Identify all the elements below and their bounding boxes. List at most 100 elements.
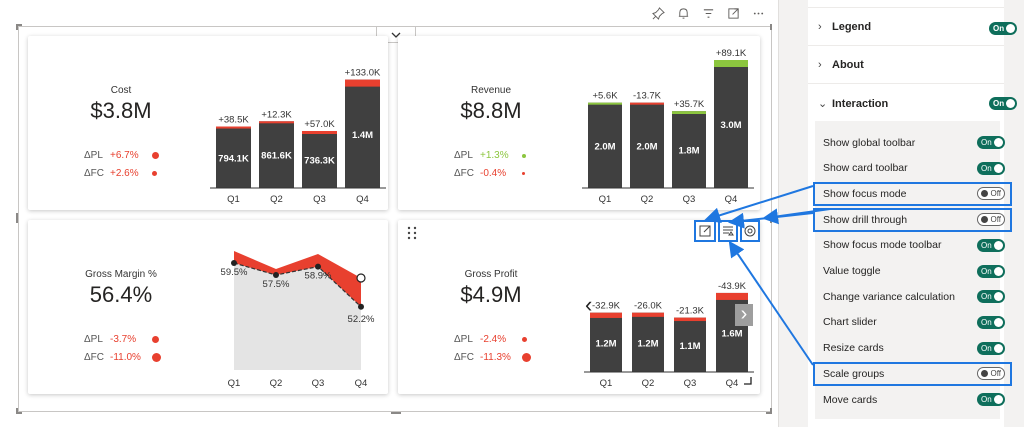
resize-handle[interactable] (766, 412, 772, 414)
value-label: 59.5% (221, 267, 248, 278)
toggle-switch[interactable]: On (977, 264, 1005, 278)
plan-marker (356, 273, 366, 283)
resize-handle[interactable] (770, 213, 772, 223)
chevron-down-icon (391, 32, 401, 38)
variance-label: -13.7K (633, 91, 662, 102)
resize-handle[interactable] (16, 213, 18, 223)
pin-icon[interactable] (650, 5, 667, 22)
variance-label: -43.9K (718, 281, 747, 292)
option-chart-slider[interactable]: Chart slider On (815, 310, 1005, 335)
area-fill (234, 263, 361, 370)
toggle-switch[interactable]: On (989, 97, 1017, 110)
option-value-toggle[interactable]: Value toggle On (815, 259, 1005, 284)
bar (345, 79, 380, 188)
toggle-switch[interactable]: Off (977, 213, 1005, 227)
category-label: Q3 (312, 378, 325, 389)
variance-pl: ΔPL -2.4% (454, 334, 527, 345)
toggle-switch[interactable]: On (977, 238, 1005, 252)
negative-indicator-icon (522, 337, 527, 342)
resize-handle[interactable] (16, 408, 18, 414)
resize-handle[interactable] (391, 412, 401, 414)
toggle-switch[interactable]: On (977, 341, 1005, 355)
negative-indicator-icon (152, 171, 157, 176)
toggle-switch[interactable]: On (977, 393, 1005, 406)
data-point (231, 260, 237, 266)
variance-label: +89.1K (716, 48, 747, 59)
option-move-cards[interactable]: Move cards On (815, 387, 1005, 412)
value-label: 1.4M (352, 130, 373, 141)
bell-icon[interactable] (675, 5, 692, 22)
option-label: Move cards (823, 393, 878, 406)
value-label: 52.2% (348, 314, 375, 325)
toggle-switch[interactable]: On (977, 290, 1005, 304)
resize-corner-icon[interactable] (744, 377, 752, 385)
card-gross-profit[interactable]: Gross Profit $4.9M ΔPL -2.4% ΔFC -11.3% … (398, 220, 760, 394)
section-legend[interactable]: › Legend On (808, 9, 1017, 46)
resize-handle[interactable] (16, 24, 18, 30)
bar (302, 130, 337, 188)
toggle-switch[interactable]: On (977, 161, 1005, 175)
more-icon[interactable] (750, 5, 767, 22)
variance-value: +6.7% (110, 150, 139, 161)
focus-mode-button[interactable] (694, 220, 716, 242)
slider-prev-button[interactable]: ‹ (585, 292, 593, 317)
focus-mode-icon[interactable] (725, 5, 742, 22)
resize-handle[interactable] (770, 408, 772, 414)
visual-header-toolbar (650, 5, 767, 22)
bar (632, 312, 664, 372)
card-gross-margin[interactable]: Gross Margin % 56.4% ΔPL -3.7% ΔFC -11.0… (28, 220, 388, 394)
option-label: Scale groups (823, 367, 885, 380)
resize-handle[interactable] (16, 412, 22, 414)
card-title: Revenue (470, 85, 512, 96)
card-title: Cost (110, 85, 132, 96)
card-cost[interactable]: Cost $3.8M ΔPL +6.7% ΔFC +2.6% +38.5K 794… (28, 36, 388, 210)
section-divider (808, 0, 1004, 8)
toggle-switch[interactable]: On (977, 315, 1005, 329)
resize-handle[interactable] (770, 24, 772, 30)
section-about[interactable]: › About (808, 47, 1004, 84)
category-label: Q4 (725, 194, 738, 205)
toggle-switch[interactable]: Off (977, 187, 1005, 201)
category-label: Q2 (642, 378, 655, 389)
value-label: 57.5% (263, 279, 290, 290)
value-label: 794.1K (218, 153, 249, 164)
section-interaction[interactable]: ⌄ Interaction On (808, 85, 1017, 122)
card-value: $3.8M (90, 98, 152, 123)
category-label: Q2 (270, 378, 283, 389)
drill-icon (723, 226, 734, 236)
scale-groups-button[interactable] (740, 220, 760, 242)
option-change-variance-calculation[interactable]: Change variance calculation On (815, 284, 1005, 309)
negative-indicator-icon (522, 353, 531, 362)
gross-profit-bar-chart: -32.9K 1.2M Q1 -26.0K 1.2M Q2 -21.3K 1.1M Q3 -43.… (584, 281, 754, 389)
option-show-drill-through[interactable]: Show drill through Off (815, 207, 1005, 232)
option-show-card-toolbar[interactable]: Show card toolbar On (815, 156, 1005, 181)
revenue-bar-chart: +5.6K 2.0M Q1 -13.7K 2.0M Q2 +35.7K 1.8M Q3 +89.1… (582, 48, 754, 205)
resize-handle[interactable] (16, 24, 22, 26)
drill-through-button[interactable] (718, 220, 738, 242)
bar (588, 102, 622, 188)
variance-band (234, 251, 361, 307)
filter-icon[interactable] (700, 5, 717, 22)
actual-line (233, 262, 362, 308)
drag-handle-icon[interactable] (406, 225, 418, 241)
card-revenue[interactable]: Revenue $8.8M ΔPL +1.3% ΔFC -0.4% +5.6K 2… (398, 36, 760, 210)
highlight-scale-groups (813, 362, 1012, 386)
option-scale-groups[interactable]: Scale groups Off (815, 361, 1005, 386)
variance-label: +38.5K (218, 115, 249, 126)
variance-label: +57.0K (304, 119, 335, 130)
highlight-show-focus-mode (813, 182, 1012, 206)
option-show-focus-mode[interactable]: Show focus mode Off (815, 181, 1005, 206)
variance-label: ΔFC (84, 352, 105, 363)
variance-fc: ΔFC +2.6% (84, 168, 157, 179)
option-resize-cards[interactable]: Resize cards On (815, 336, 1005, 361)
toggle-switch[interactable]: On (977, 136, 1005, 149)
slider-next-button[interactable]: › (735, 304, 753, 326)
value-label: 58.9% (305, 271, 332, 282)
option-show-focus-mode-toolbar[interactable]: Show focus mode toolbar On (815, 233, 1005, 258)
toggle-switch[interactable]: On (989, 22, 1017, 35)
toggle-switch[interactable]: Off (977, 367, 1005, 381)
variance-bar (590, 312, 622, 318)
variance-bar (716, 292, 748, 300)
option-show-global-toolbar[interactable]: Show global toolbar On (815, 130, 1005, 155)
bar (672, 111, 706, 188)
